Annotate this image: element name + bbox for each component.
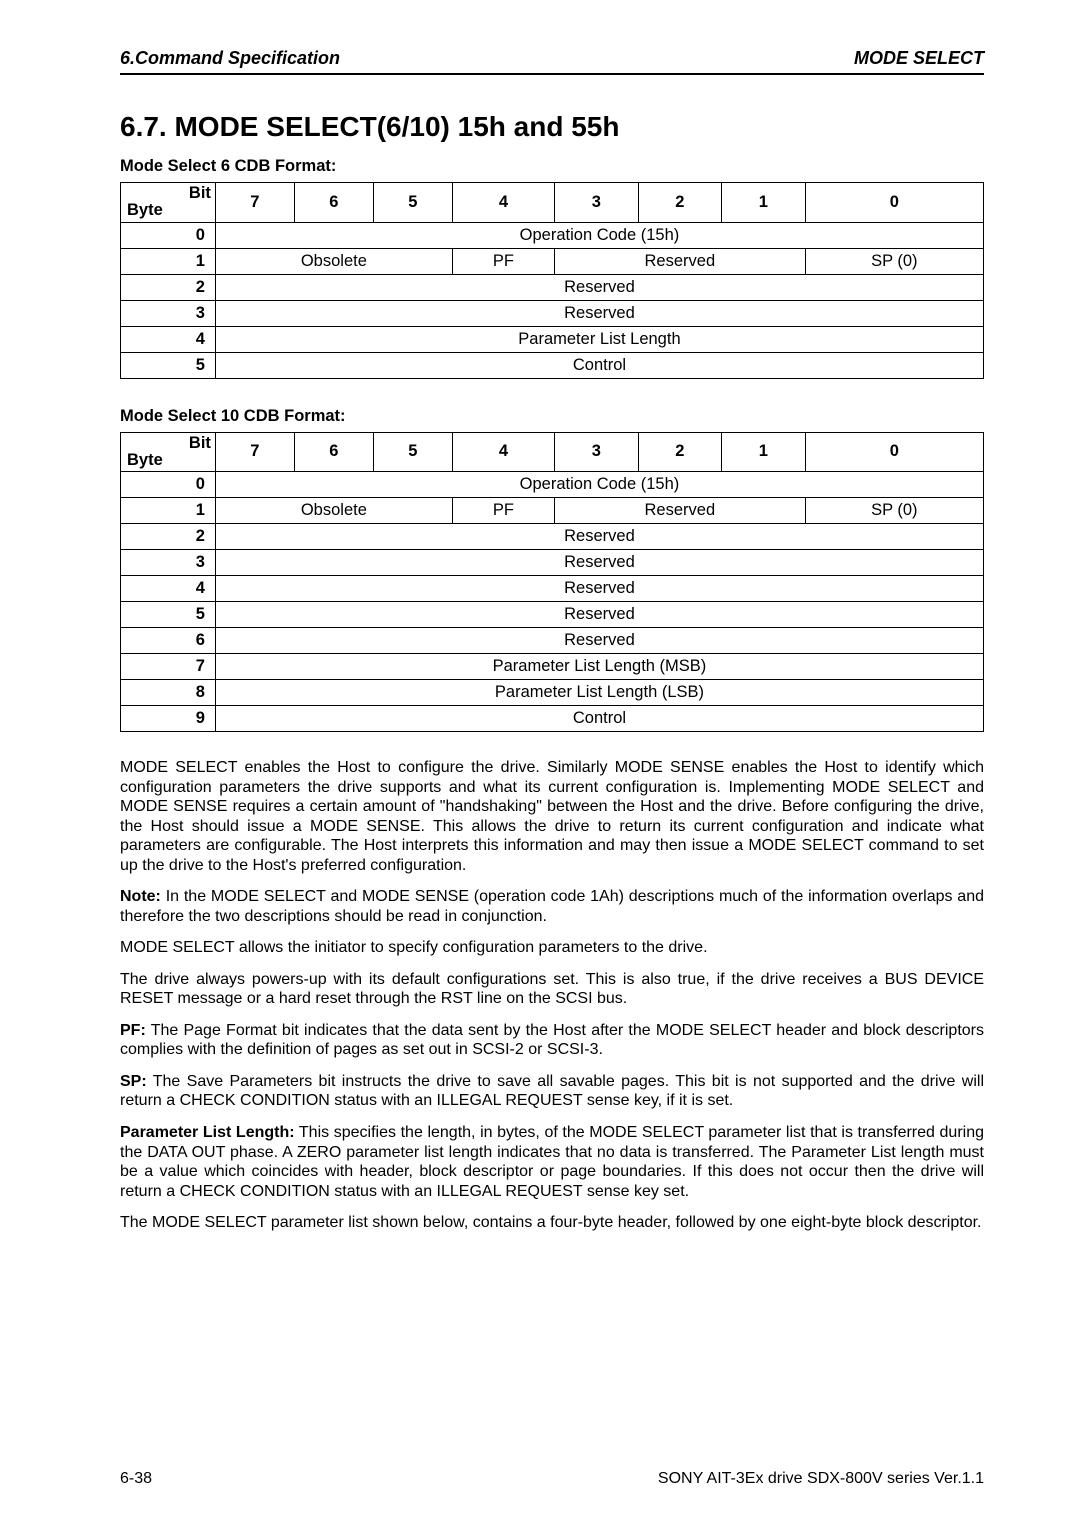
cell: Control bbox=[215, 352, 983, 378]
byte-label: 8 bbox=[121, 680, 216, 706]
section-title: 6.7. MODE SELECT(6/10) 15h and 55h bbox=[120, 111, 984, 143]
table-mode-select-6: Bit Byte 7 6 5 4 3 2 1 0 0 Operation Cod… bbox=[120, 182, 984, 379]
para-text: The Page Format bit indicates that the d… bbox=[120, 1022, 984, 1059]
page-footer: 6-38 SONY AIT-3Ex drive SDX-800V series … bbox=[120, 1470, 984, 1488]
byte-label: 5 bbox=[121, 602, 216, 628]
bit-col: 7 bbox=[215, 183, 294, 223]
lead-sp: SP: bbox=[120, 1073, 147, 1090]
bit-col: 3 bbox=[555, 183, 639, 223]
byte-label: 5 bbox=[121, 352, 216, 378]
lead-pf: PF: bbox=[120, 1022, 146, 1039]
lead-pll: Parameter List Length: bbox=[120, 1124, 295, 1141]
bit-col: 1 bbox=[722, 183, 806, 223]
paragraph: Note: In the MODE SELECT and MODE SENSE … bbox=[120, 887, 984, 926]
table10-corner: Bit Byte bbox=[121, 432, 216, 472]
paragraph: The MODE SELECT parameter list shown bel… bbox=[120, 1213, 984, 1233]
footer-right: SONY AIT-3Ex drive SDX-800V series Ver.1… bbox=[658, 1470, 984, 1488]
bit-col: 3 bbox=[555, 432, 639, 472]
cell: Reserved bbox=[215, 524, 983, 550]
cell: Parameter List Length bbox=[215, 326, 983, 352]
header-left: 6.Command Specification bbox=[120, 48, 340, 69]
cell: PF bbox=[452, 498, 554, 524]
cell: Reserved bbox=[555, 248, 806, 274]
table10-caption: Mode Select 10 CDB Format: bbox=[120, 407, 984, 426]
paragraph: SP: The Save Parameters bit instructs th… bbox=[120, 1072, 984, 1111]
cell: Reserved bbox=[215, 274, 983, 300]
cell: Control bbox=[215, 706, 983, 732]
byte-label: 7 bbox=[121, 654, 216, 680]
byte-label: 0 bbox=[121, 222, 216, 248]
cell: Operation Code (15h) bbox=[215, 222, 983, 248]
para-text: In the MODE SELECT and MODE SENSE (opera… bbox=[120, 888, 984, 925]
cell: Parameter List Length (MSB) bbox=[215, 654, 983, 680]
cell: Reserved bbox=[215, 300, 983, 326]
byte-label: 4 bbox=[121, 326, 216, 352]
bit-col: 5 bbox=[373, 183, 452, 223]
byte-label: 1 bbox=[121, 498, 216, 524]
cell: Reserved bbox=[215, 550, 983, 576]
paragraph: MODE SELECT allows the initiator to spec… bbox=[120, 938, 984, 958]
footer-left: 6-38 bbox=[120, 1470, 152, 1488]
bit-col: 5 bbox=[373, 432, 452, 472]
bit-col: 0 bbox=[805, 183, 983, 223]
cell: Reserved bbox=[215, 628, 983, 654]
byte-label: 4 bbox=[121, 576, 216, 602]
cell: Obsolete bbox=[215, 498, 452, 524]
cell: Operation Code (15h) bbox=[215, 472, 983, 498]
bit-col: 0 bbox=[805, 432, 983, 472]
bit-col: 4 bbox=[452, 183, 554, 223]
byte-label: 3 bbox=[121, 300, 216, 326]
cell: Reserved bbox=[215, 576, 983, 602]
cell: PF bbox=[452, 248, 554, 274]
header-right: MODE SELECT bbox=[854, 48, 984, 69]
paragraph: PF: The Page Format bit indicates that t… bbox=[120, 1021, 984, 1060]
cell: Reserved bbox=[555, 498, 806, 524]
bit-col: 6 bbox=[294, 183, 373, 223]
byte-label: 0 bbox=[121, 472, 216, 498]
cell: Parameter List Length (LSB) bbox=[215, 680, 983, 706]
byte-label: 1 bbox=[121, 248, 216, 274]
bit-col: 7 bbox=[215, 432, 294, 472]
byte-label: 2 bbox=[121, 274, 216, 300]
paragraph: MODE SELECT enables the Host to configur… bbox=[120, 758, 984, 875]
bit-col: 4 bbox=[452, 432, 554, 472]
bit-col: 6 bbox=[294, 432, 373, 472]
cell: SP (0) bbox=[805, 248, 983, 274]
byte-label: 9 bbox=[121, 706, 216, 732]
table-mode-select-10: Bit Byte 7 6 5 4 3 2 1 0 0 Operation Cod… bbox=[120, 432, 984, 733]
cell: Reserved bbox=[215, 602, 983, 628]
paragraph: The drive always powers-up with its defa… bbox=[120, 970, 984, 1009]
para-text: The Save Parameters bit instructs the dr… bbox=[120, 1073, 984, 1110]
byte-label: 2 bbox=[121, 524, 216, 550]
bit-col: 2 bbox=[638, 183, 722, 223]
byte-label: 6 bbox=[121, 628, 216, 654]
table6-caption: Mode Select 6 CDB Format: bbox=[120, 157, 984, 176]
bit-col: 2 bbox=[638, 432, 722, 472]
running-header: 6.Command Specification MODE SELECT bbox=[120, 48, 984, 75]
byte-label: 3 bbox=[121, 550, 216, 576]
cell: SP (0) bbox=[805, 498, 983, 524]
bit-col: 1 bbox=[722, 432, 806, 472]
paragraph: Parameter List Length: This specifies th… bbox=[120, 1123, 984, 1201]
table6-corner: Bit Byte bbox=[121, 183, 216, 223]
cell: Obsolete bbox=[215, 248, 452, 274]
lead-note: Note: bbox=[120, 888, 161, 905]
